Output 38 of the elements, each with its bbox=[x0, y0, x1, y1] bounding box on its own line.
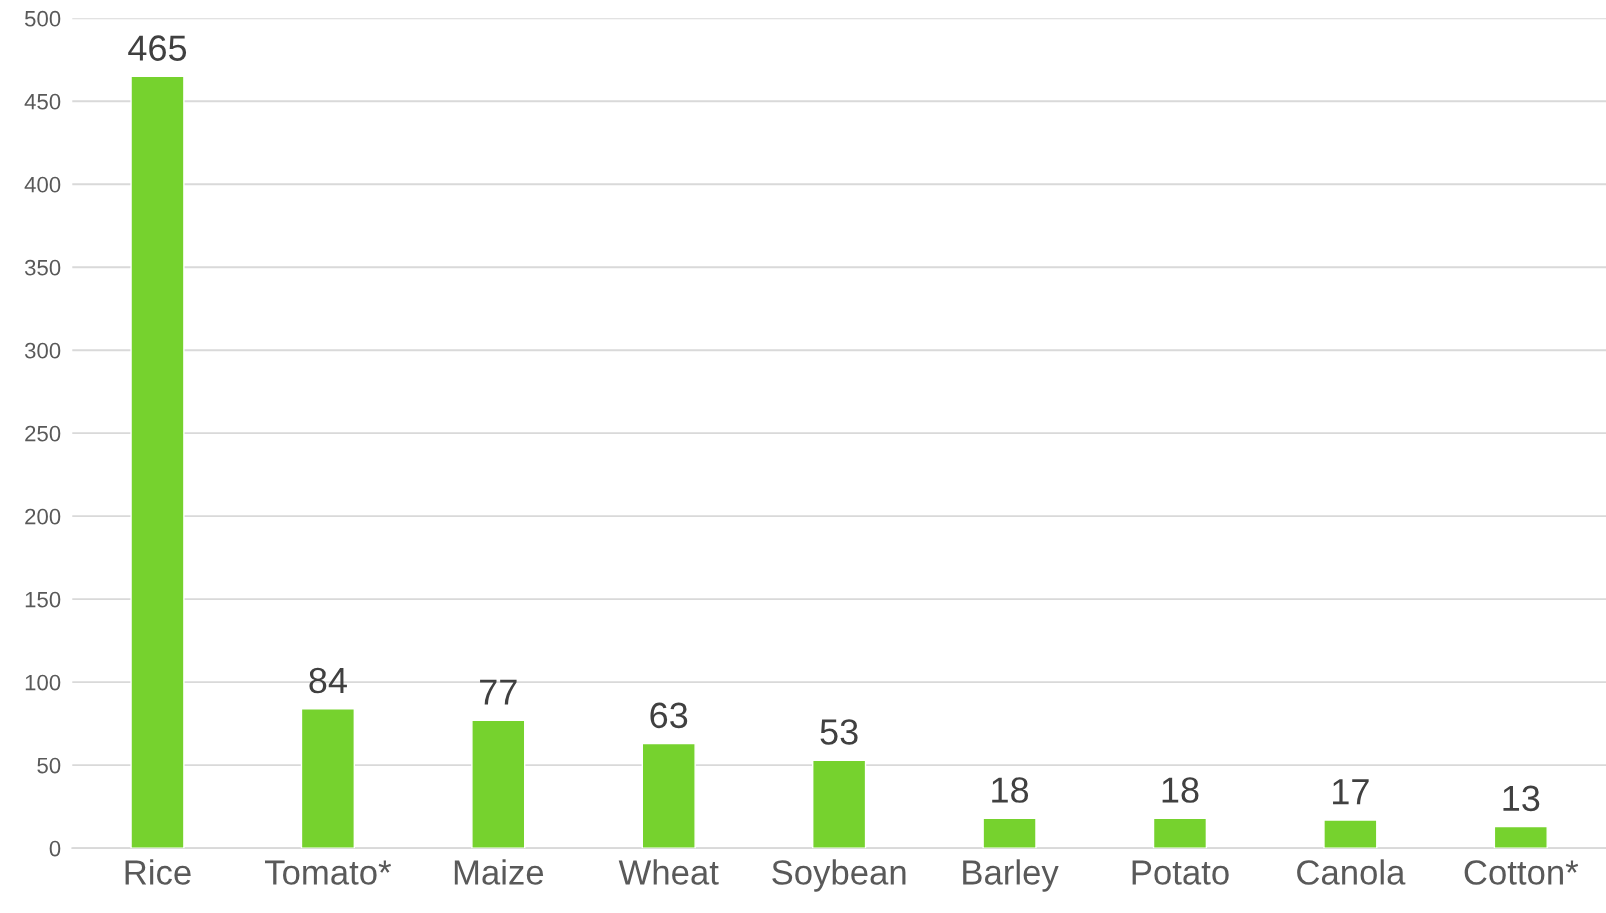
bar bbox=[982, 817, 1037, 849]
y-tick-label: 300 bbox=[24, 342, 61, 359]
y-tick-label: 500 bbox=[24, 10, 61, 27]
data-label: 18 bbox=[992, 777, 1029, 803]
data-label: 63 bbox=[650, 702, 688, 729]
x-tick-label: Barley bbox=[963, 859, 1059, 892]
data-label: 77 bbox=[480, 679, 517, 705]
data-label: 13 bbox=[1503, 785, 1540, 812]
data-label: 53 bbox=[820, 719, 858, 745]
bar bbox=[130, 75, 185, 849]
y-tick-label: 350 bbox=[24, 259, 61, 276]
data-label: 465 bbox=[128, 35, 187, 61]
x-tick-label: Cotton* bbox=[1464, 860, 1579, 885]
y-tick-label: 100 bbox=[25, 674, 61, 691]
data-label: 84 bbox=[309, 667, 347, 694]
x-tick-label: Tomato* bbox=[265, 860, 392, 885]
x-tick-label: Maize bbox=[454, 859, 544, 885]
y-tick-label: 400 bbox=[24, 176, 61, 193]
y-tick-label: 450 bbox=[24, 93, 61, 110]
bar bbox=[1152, 817, 1208, 849]
bar bbox=[1323, 819, 1378, 849]
y-tick-label: 250 bbox=[25, 425, 61, 442]
bar bbox=[471, 719, 526, 849]
x-tick-label: Wheat bbox=[618, 859, 719, 885]
bar bbox=[1493, 825, 1548, 849]
y-tick-label: 150 bbox=[25, 591, 61, 608]
x-tick-label: Rice bbox=[125, 859, 191, 885]
y-tick-label: 200 bbox=[25, 508, 61, 525]
y-tick-label: 50 bbox=[37, 757, 61, 774]
bar bbox=[641, 742, 696, 849]
x-tick-label: Potato bbox=[1132, 860, 1229, 885]
x-tick-label: Canola bbox=[1297, 859, 1406, 885]
bar bbox=[300, 708, 356, 849]
bar bbox=[812, 759, 867, 849]
data-label: 17 bbox=[1333, 779, 1369, 805]
data-label: 18 bbox=[1162, 777, 1199, 803]
x-tick-label: Soybean bbox=[772, 859, 906, 892]
y-tick-label: 0 bbox=[49, 840, 61, 857]
